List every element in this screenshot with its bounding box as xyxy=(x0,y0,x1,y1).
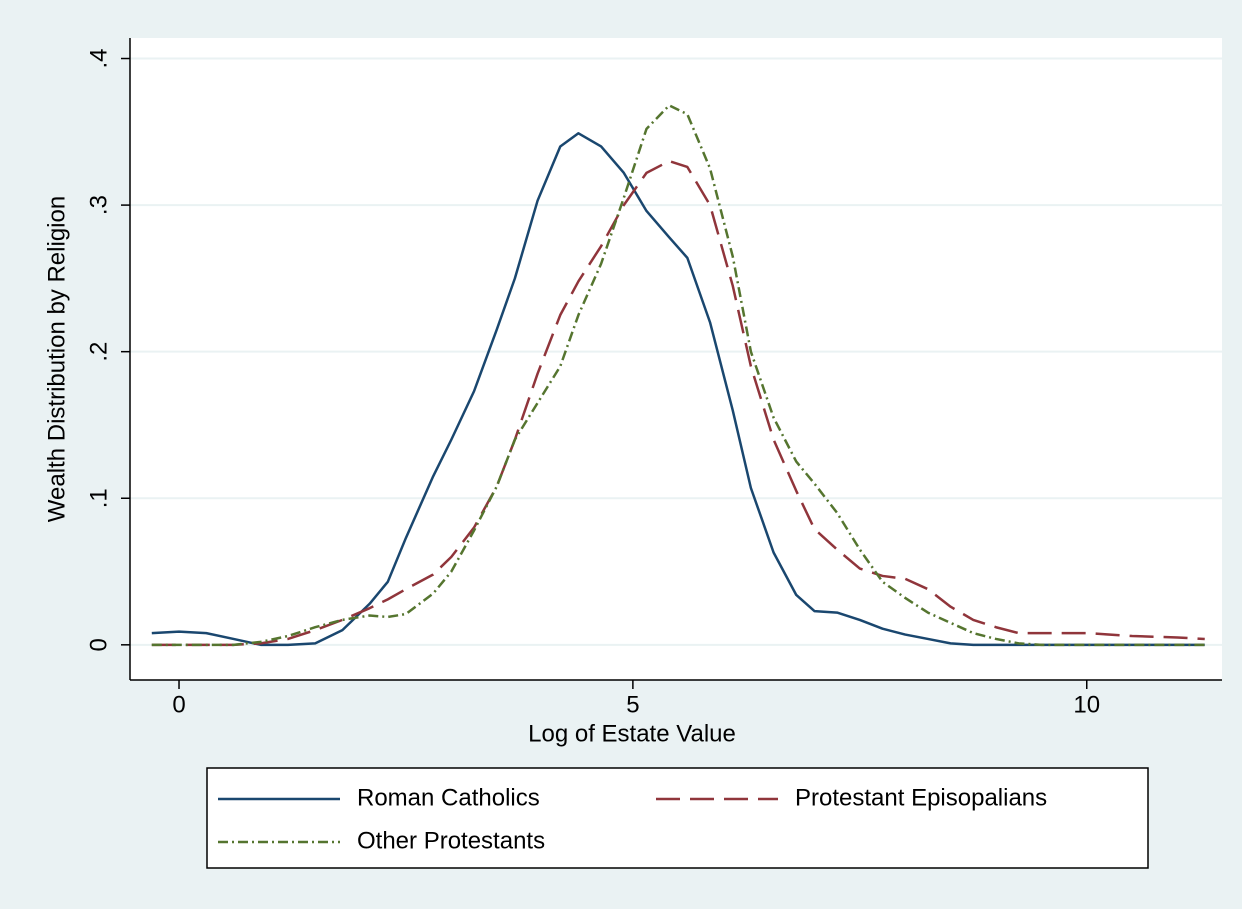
y-tick-label: .2 xyxy=(85,342,112,362)
x-tick-label: 10 xyxy=(1073,691,1100,718)
y-tick-label: 0 xyxy=(85,638,112,651)
lines xyxy=(151,104,1205,647)
series-line xyxy=(151,132,1205,647)
y-tick-label: .1 xyxy=(85,488,112,508)
legend-label: Protestant Episopalians xyxy=(795,784,1047,811)
legend-box xyxy=(206,767,1149,869)
x-tick-label: 0 xyxy=(172,691,185,718)
plot-region xyxy=(130,38,1222,680)
series-line xyxy=(151,159,1205,647)
legend: Roman Catholics Protestant Episopalians Ot… xyxy=(206,767,1149,869)
y-tick-label: .3 xyxy=(85,195,112,215)
y-axis-title: Wealth Distribution by Religion xyxy=(43,196,70,522)
legend-label: Roman Catholics xyxy=(357,784,540,811)
x-axis-title: Log of Estate Value xyxy=(528,720,736,747)
series-line xyxy=(151,104,1205,647)
ticks: 0 .1 .2 .3 .4 0 5 10 xyxy=(85,49,1100,719)
x-tick-label: 5 xyxy=(626,691,639,718)
y-tick-label: .4 xyxy=(85,49,112,69)
legend-label: Other Protestants xyxy=(357,827,545,854)
